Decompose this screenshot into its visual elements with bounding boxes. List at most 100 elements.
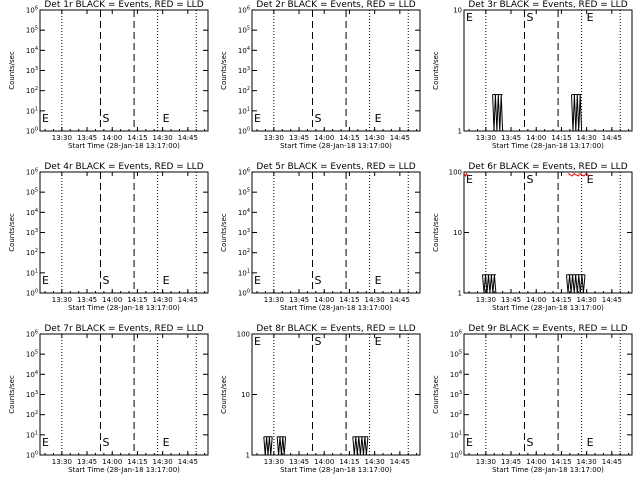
x-tick-label: 14:15 — [551, 134, 571, 142]
marker-label-e: E — [163, 112, 170, 125]
y-tick-label: 10 — [241, 391, 250, 399]
y-tick-label: 104 — [238, 208, 250, 217]
marker-label-s: S — [314, 274, 321, 287]
y-tick-label: 105 — [238, 26, 250, 35]
marker-label-e: E — [163, 436, 170, 449]
plot-frame — [251, 9, 421, 132]
y-tick-label: 102 — [26, 248, 38, 257]
panel-det-7: Det 7r BLACK = Events, RED = LLD 13:30 13:… — [8, 324, 209, 474]
marker-label-s: S — [102, 112, 109, 125]
panel-det-1: Det 1r BLACK = Events, RED = LLD 13:30 13:… — [8, 0, 209, 150]
x-axis-label: Start Time (28-Jan-18 13:17:00) — [280, 466, 392, 474]
x-tick-label: 13:30 — [52, 134, 72, 142]
x-tick-label: 13:45 — [77, 134, 97, 142]
events-series — [492, 94, 504, 132]
x-tick-label: 14:00 — [102, 134, 122, 142]
plot-frame — [39, 171, 209, 294]
x-axis-label: Start Time (28-Jan-18 13:17:00) — [68, 304, 180, 312]
y-tick-label: 106 — [238, 6, 250, 15]
y-axis-label: Counts/sec — [8, 51, 16, 90]
x-tick-label: 14:00 — [314, 134, 334, 142]
x-tick-label: 13:30 — [264, 458, 284, 466]
x-tick-label: 14:30 — [153, 458, 173, 466]
y-axis-label: Counts/sec — [220, 51, 228, 90]
y-tick-label: 10 — [453, 229, 462, 237]
marker-label-e: E — [466, 11, 473, 24]
y-axis-label: Counts/sec — [432, 213, 440, 252]
x-tick-label: 14:30 — [577, 134, 597, 142]
x-tick-label: 14:30 — [577, 458, 597, 466]
panel-det-4: Det 4r BLACK = Events, RED = LLD 13:30 13:… — [8, 162, 209, 312]
plot-frame — [463, 333, 633, 456]
marker-label-e: E — [587, 11, 594, 24]
y-tick-label: 104 — [26, 370, 38, 379]
marker-label-e: E — [254, 335, 261, 348]
y-tick-label: 103 — [26, 390, 38, 399]
y-tick-label: 106 — [450, 330, 462, 339]
marker-label-e: E — [42, 112, 49, 125]
marker-label-e: E — [254, 274, 261, 287]
y-tick-label: 104 — [238, 46, 250, 55]
marker-label-e: E — [466, 173, 473, 186]
x-tick-label: 14:30 — [365, 458, 385, 466]
x-tick-label: 13:30 — [52, 458, 72, 466]
marker-label-e: E — [587, 173, 594, 186]
x-tick-label: 14:30 — [365, 296, 385, 304]
y-tick-label: 102 — [26, 86, 38, 95]
marker-label-s: S — [102, 436, 109, 449]
y-tick-label: 101 — [26, 106, 38, 115]
panel-det-2: Det 2r BLACK = Events, RED = LLD 13:30 13:… — [220, 0, 421, 150]
marker-label-s: S — [526, 436, 533, 449]
marker-label-s: S — [314, 112, 321, 125]
events-series — [482, 274, 497, 294]
x-tick-label: 14:45 — [178, 134, 198, 142]
events-series — [571, 94, 583, 132]
marker-label-e: E — [42, 436, 49, 449]
x-tick-label: 14:00 — [314, 296, 334, 304]
y-tick-label: 103 — [26, 228, 38, 237]
marker-label-s: S — [314, 335, 321, 348]
panel-title: Det 7r BLACK = Events, RED = LLD — [44, 324, 203, 334]
y-tick-label: 106 — [26, 168, 38, 177]
x-tick-label: 14:15 — [127, 296, 147, 304]
marker-label-e: E — [375, 274, 382, 287]
x-tick-label: 14:45 — [602, 134, 622, 142]
panel-title: Det 8r BLACK = Events, RED = LLD — [256, 324, 415, 334]
x-tick-label: 14:15 — [339, 134, 359, 142]
x-tick-label: 14:45 — [178, 296, 198, 304]
y-tick-label: 105 — [26, 26, 38, 35]
y-tick-label: 105 — [26, 188, 38, 197]
y-tick-label: 106 — [26, 6, 38, 15]
events-series — [276, 436, 287, 456]
y-tick-label: 100 — [26, 289, 38, 298]
panel-title: Det 3r BLACK = Events, RED = LLD — [468, 0, 627, 10]
y-tick-label: 100 — [26, 127, 38, 136]
panel-title: Det 1r BLACK = Events, RED = LLD — [44, 0, 203, 10]
x-tick-label: 13:30 — [52, 296, 72, 304]
x-tick-label: 14:45 — [602, 458, 622, 466]
y-tick-label: 101 — [26, 430, 38, 439]
panel-title: Det 4r BLACK = Events, RED = LLD — [44, 162, 203, 172]
x-tick-label: 14:00 — [526, 134, 546, 142]
y-axis-label: Counts/sec — [220, 213, 228, 252]
y-tick-label: 100 — [26, 451, 38, 460]
plot-frame — [39, 9, 209, 132]
x-axis-label: Start Time (28-Jan-18 13:17:00) — [492, 466, 604, 474]
y-tick-label: 102 — [450, 410, 462, 419]
x-tick-label: 14:45 — [178, 458, 198, 466]
panel-title: Det 6r BLACK = Events, RED = LLD — [468, 162, 627, 172]
x-tick-label: 13:45 — [289, 458, 309, 466]
events-series — [566, 274, 586, 294]
x-axis-label: Start Time (28-Jan-18 13:17:00) — [68, 466, 180, 474]
y-tick-label: 103 — [26, 66, 38, 75]
x-tick-label: 13:45 — [77, 458, 97, 466]
y-tick-label: 104 — [450, 370, 462, 379]
panel-det-8: Det 8r BLACK = Events, RED = LLD 13:30 13:… — [220, 324, 421, 474]
x-tick-label: 14:30 — [577, 296, 597, 304]
x-tick-label: 13:30 — [264, 296, 284, 304]
marker-label-e: E — [375, 335, 382, 348]
plot-frame — [39, 333, 209, 456]
y-tick-label: 101 — [238, 268, 250, 277]
marker-label-e: E — [42, 274, 49, 287]
events-series — [352, 436, 369, 456]
